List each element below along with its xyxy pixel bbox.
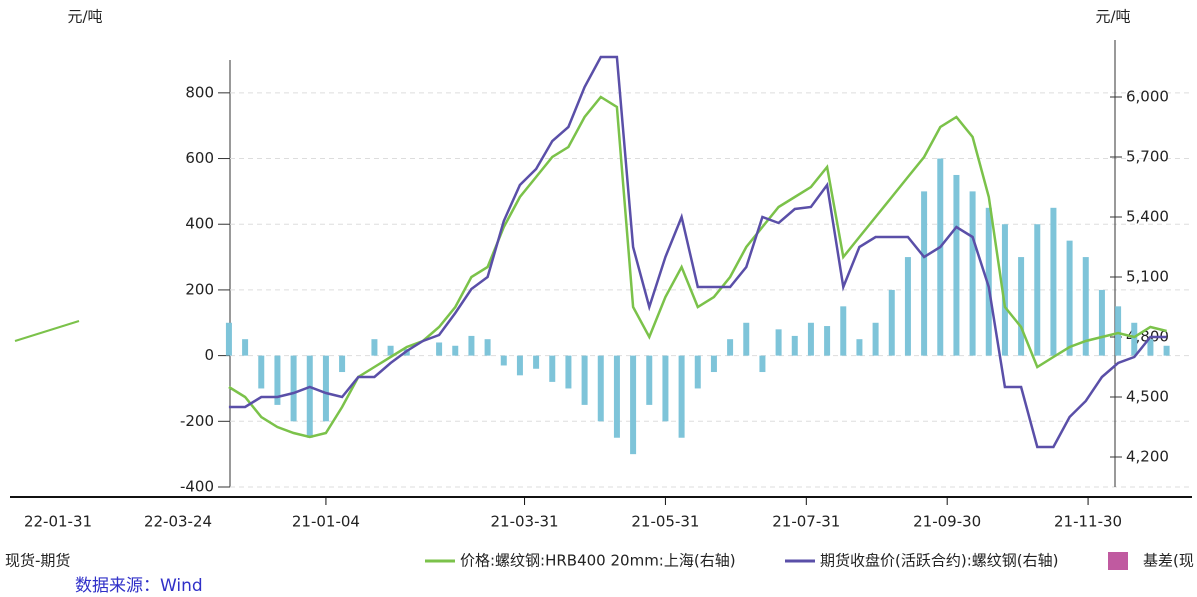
bar (904, 257, 911, 356)
bar (743, 322, 750, 356)
bar (710, 355, 717, 373)
bar (306, 355, 313, 438)
legend-label: 价格:螺纹钢:HRB400 20mm:上海(右轴) (460, 552, 736, 570)
bar (807, 322, 814, 356)
bar (840, 306, 847, 356)
bar (322, 355, 329, 422)
bar (775, 329, 782, 356)
bar (290, 355, 297, 422)
y2-tick-label: 4,500 (1126, 388, 1169, 406)
source: 数据来源：Wind (75, 576, 203, 596)
bar (985, 207, 992, 356)
y-tick-label: 200 (185, 280, 214, 298)
y-tick-label: -200 (180, 412, 214, 430)
bar (953, 174, 960, 356)
x-tick-label: 22-01-31 (24, 513, 92, 531)
y2-tick-label: 6,000 (1126, 88, 1169, 106)
bar (613, 355, 620, 438)
x-tick-label: 21-09-30 (913, 513, 981, 531)
bar (339, 355, 346, 373)
bar (258, 355, 265, 389)
x-tick-label: 21-05-31 (631, 513, 699, 531)
bar (1147, 339, 1154, 356)
legend-label: 基差(现 (1143, 552, 1194, 570)
bar (484, 339, 491, 356)
bar (937, 158, 944, 356)
bar (468, 335, 475, 356)
bar (662, 355, 669, 422)
line (228, 55, 1167, 449)
bar (921, 191, 928, 356)
bar (1098, 289, 1105, 356)
y-tick-label: 400 (185, 215, 214, 233)
bar (969, 191, 976, 356)
bar (694, 355, 701, 389)
bar (630, 355, 637, 455)
bar (452, 345, 459, 356)
bar (888, 289, 895, 356)
bar (533, 355, 540, 369)
x-tick-label: 21-11-30 (1054, 513, 1122, 531)
bar (516, 355, 523, 376)
legend-fragment: 现货-期货 (5, 552, 70, 570)
bar (759, 355, 766, 373)
bar (1082, 257, 1089, 356)
x-tick-label: 21-01-04 (292, 513, 360, 531)
x-tick-label: 22-03-24 (144, 513, 212, 531)
y2-unit: 元/吨 (1095, 8, 1130, 26)
line (14, 320, 80, 342)
x-tick-label: 21-03-31 (491, 513, 559, 531)
bar (1034, 224, 1041, 356)
bar (500, 355, 507, 366)
y-tick-label: 600 (185, 149, 214, 167)
bar (581, 355, 588, 405)
bar (225, 322, 232, 356)
y2-tick-label: 4,200 (1126, 448, 1169, 466)
bar (436, 342, 443, 356)
bar (387, 345, 394, 356)
bar (872, 322, 879, 356)
y-tick-label: 800 (185, 83, 214, 101)
bar (1001, 224, 1008, 356)
bar (646, 355, 653, 405)
bar (1115, 306, 1122, 356)
legend-swatch (1108, 552, 1128, 570)
bar (274, 355, 281, 405)
y-tick-label: 0 (204, 346, 214, 364)
bar (727, 339, 734, 356)
bar (824, 326, 831, 356)
bar (791, 335, 798, 356)
bar (597, 355, 604, 422)
y2-tick-label: 5,700 (1126, 148, 1169, 166)
bar (1018, 257, 1025, 356)
bar (549, 355, 556, 382)
legend-label: 期货收盘价(活跃合约):螺纹钢(右轴) (820, 552, 1058, 570)
bar (1131, 322, 1138, 356)
bar (856, 339, 863, 356)
bar (1050, 207, 1057, 356)
y-unit: 元/吨 (67, 8, 102, 26)
line (228, 95, 1167, 439)
bar (242, 339, 249, 356)
y-tick-label: -400 (180, 478, 214, 496)
bar (1066, 240, 1073, 356)
bar (678, 355, 685, 438)
x-tick-label: 21-07-31 (772, 513, 840, 531)
y2-tick-label: 5,400 (1126, 208, 1169, 226)
bar (1163, 345, 1170, 356)
bar (371, 339, 378, 356)
y2-tick-label: 5,100 (1126, 268, 1169, 286)
bar (565, 355, 572, 389)
